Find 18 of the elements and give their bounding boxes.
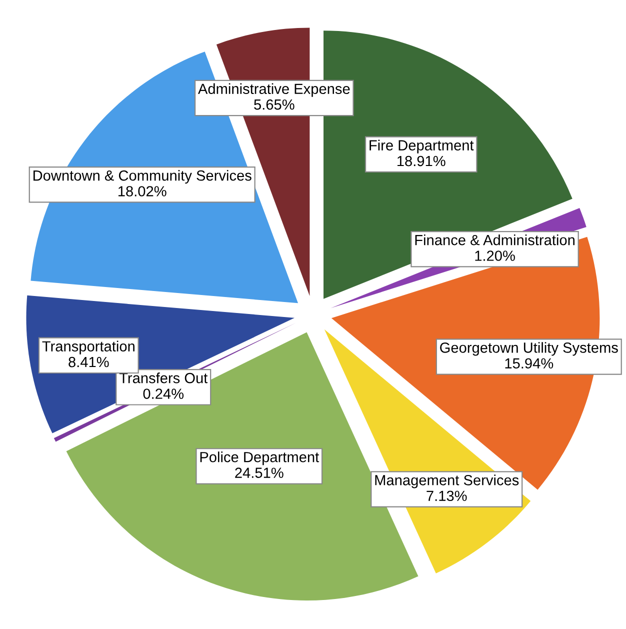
data-label: 15.94% <box>505 358 554 369</box>
data-label: 0.24% <box>143 388 184 399</box>
data-label: 24.51% <box>235 468 284 478</box>
data-label: 7.13% <box>426 490 467 502</box>
slice-label: Management Services <box>375 474 519 488</box>
slice-label: Administrative Expense <box>198 83 350 97</box>
slice-label: Georgetown Utility Systems <box>440 342 618 356</box>
data-label: 8.41% <box>68 356 109 368</box>
data-label: 5.65% <box>254 99 294 110</box>
data-label: 18.91% <box>397 156 446 166</box>
data-label: 1.20% <box>475 250 515 261</box>
data-label: 18.02% <box>118 186 166 196</box>
slice-label: Transfers Out <box>119 372 208 384</box>
slice-label: Transportation <box>42 340 134 354</box>
slice-label: Fire Department <box>370 140 474 154</box>
slice-label: Finance & Administration <box>415 234 574 246</box>
slice-label: Downtown & Community Services <box>33 170 252 184</box>
slice-label: Police Department <box>200 452 320 466</box>
